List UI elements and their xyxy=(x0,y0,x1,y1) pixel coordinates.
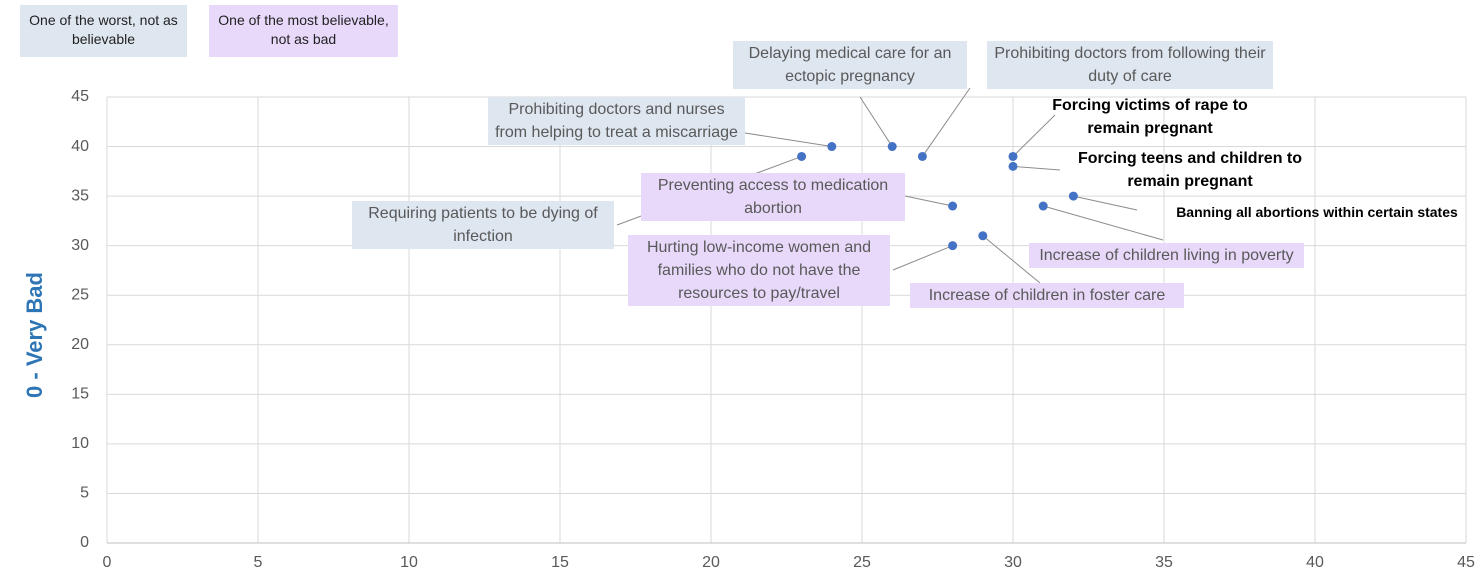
y-tick-label: 35 xyxy=(71,187,89,204)
x-tick-label: 30 xyxy=(1004,554,1022,571)
x-tick-label: 35 xyxy=(1155,554,1173,571)
point-label: Requiring patients to be dying of infect… xyxy=(352,201,614,249)
leader-line xyxy=(744,132,832,148)
x-tick-label: 0 xyxy=(103,554,112,571)
y-tick-label: 30 xyxy=(71,237,89,254)
point xyxy=(1008,151,1018,161)
point-label: Prohibiting doctors and nurses from help… xyxy=(488,97,745,145)
point-label: Preventing access to medication abortion xyxy=(641,173,905,221)
legend-item: One of the most believable, not as bad xyxy=(209,5,398,57)
leader-line xyxy=(859,96,893,147)
leader-line xyxy=(1012,165,1061,171)
leader-line xyxy=(1012,114,1056,157)
leader-line xyxy=(1073,195,1138,211)
point-label: Increase of children living in poverty xyxy=(1029,243,1304,268)
leader-line xyxy=(1043,205,1164,241)
x-tick-label: 20 xyxy=(702,554,720,571)
y-tick-label: 5 xyxy=(80,485,89,502)
leader-line xyxy=(921,87,971,157)
y-axis-title: 0 - Very Bad xyxy=(22,272,47,398)
point xyxy=(917,151,927,161)
point xyxy=(1008,161,1018,171)
x-tick-label: 25 xyxy=(853,554,871,571)
y-tick-label: 45 xyxy=(71,88,89,105)
leader-line xyxy=(904,195,953,207)
x-tick-label: 10 xyxy=(400,554,418,571)
y-tick-label: 20 xyxy=(71,336,89,353)
y-tick-label: 0 xyxy=(80,534,89,551)
legend-item: One of the worst, not as believable xyxy=(20,5,187,57)
point xyxy=(948,201,958,211)
x-tick-label: 5 xyxy=(254,554,263,571)
point-label: Increase of children in foster care xyxy=(910,283,1184,308)
x-tick-label: 40 xyxy=(1306,554,1324,571)
point-label: Delaying medical care for an ectopic pre… xyxy=(733,41,967,89)
point-label: Forcing teens and children to remain pre… xyxy=(1077,150,1303,190)
point-label: Hurting low-income women and families wh… xyxy=(628,235,890,306)
y-tick-label: 25 xyxy=(71,286,89,303)
point xyxy=(827,142,837,152)
y-tick-label: 15 xyxy=(71,386,89,403)
point xyxy=(948,241,958,251)
point-label: Forcing victims of rape to remain pregna… xyxy=(1052,97,1248,137)
x-tick-label: 45 xyxy=(1457,554,1475,571)
point xyxy=(1068,191,1078,201)
y-tick-label: 40 xyxy=(71,138,89,155)
leader-line xyxy=(982,235,1041,284)
leader-line xyxy=(892,245,953,271)
point xyxy=(887,142,897,152)
point xyxy=(797,151,807,161)
y-tick-label: 10 xyxy=(71,435,89,452)
point-label: Banning all abortions within certain sta… xyxy=(1176,204,1458,220)
point-label: Prohibiting doctors from following their… xyxy=(987,41,1273,89)
x-tick-label: 15 xyxy=(551,554,569,571)
point xyxy=(978,231,988,241)
point xyxy=(1038,201,1048,211)
